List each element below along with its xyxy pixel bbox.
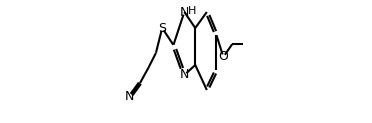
Text: S: S	[158, 22, 166, 34]
Text: H: H	[188, 6, 196, 16]
Text: O: O	[218, 51, 228, 63]
Text: N: N	[125, 91, 134, 103]
Text: N: N	[180, 69, 189, 82]
Text: N: N	[180, 6, 189, 18]
